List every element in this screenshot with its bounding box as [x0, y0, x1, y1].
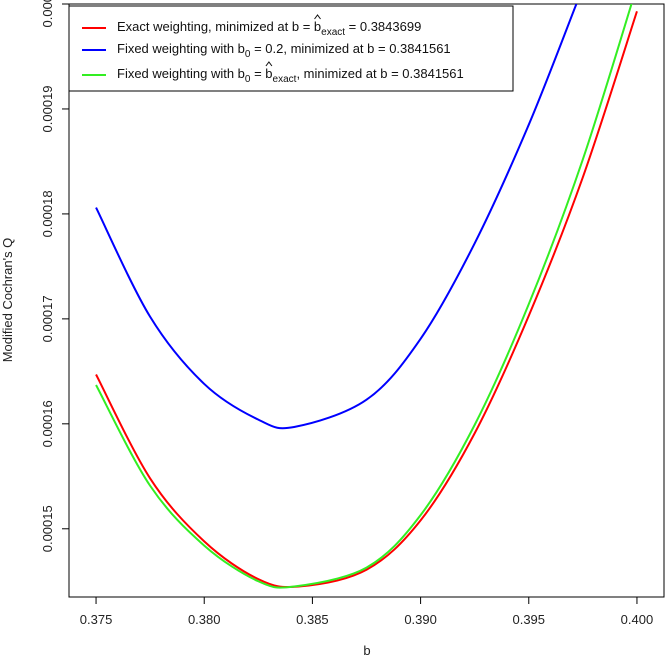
legend-text-part: Fixed weighting with b	[117, 41, 245, 56]
x-axis: 0.375 0.380 0.385 0.390 0.395 0.400	[80, 596, 654, 627]
hat-accent	[314, 14, 321, 20]
y-axis: 0.00015 0.00016 0.00017 0.00018 0.00019 0.000…	[40, 0, 70, 552]
legend-text-part: Exact weighting, minimized at b =	[117, 19, 314, 34]
legend-subscript: exact	[321, 27, 345, 38]
legend-subscript: 0	[245, 74, 251, 85]
y-tick-label: 0.00018	[40, 190, 55, 237]
hat-accent	[265, 61, 273, 67]
series-line-fixed-b0-0.2	[95, 4, 578, 430]
legend-text-part: = 0.2, minimized at b = 0.3841561	[250, 41, 450, 56]
legend-text-part: = 0.3843699	[345, 19, 421, 34]
x-tick-label: 0.380	[188, 612, 221, 627]
x-tick-label: 0.400	[621, 612, 654, 627]
legend-box	[68, 5, 514, 92]
y-tick-label: 0.00015	[40, 505, 55, 552]
x-axis-title: b	[363, 643, 370, 658]
y-axis-title: Modified Cochran's Q	[0, 238, 15, 363]
y-tick-label: 0.00016	[40, 400, 55, 447]
series-layer	[95, 4, 638, 589]
x-tick-label: 0.375	[80, 612, 113, 627]
y-tick-label: 0.00019	[40, 85, 55, 132]
legend-subscript: 0	[245, 49, 251, 60]
legend-entry: Fixed weighting with b0 = 0.2, minimized…	[117, 41, 451, 60]
legend-b-hat: b	[265, 66, 272, 81]
legend-subscript: exact	[273, 74, 297, 85]
y-tick-label: 0.00017	[40, 295, 55, 342]
x-tick-label: 0.385	[296, 612, 329, 627]
legend: Exact weighting, minimized at b = bexact…	[68, 5, 514, 92]
legend-b-hat: b	[314, 19, 321, 34]
y-tick-label: 0.00020	[40, 0, 55, 28]
legend-entry: Fixed weighting with b0 = bexact, minimi…	[117, 66, 464, 85]
legend-entry: Exact weighting, minimized at b = bexact…	[117, 19, 421, 38]
legend-text-part: , minimized at b = 0.3841561	[296, 66, 463, 81]
series-line-exact	[95, 11, 638, 589]
x-tick-label: 0.395	[512, 612, 545, 627]
x-tick-label: 0.390	[404, 612, 437, 627]
series-line-fixed-b0-bexact	[95, 4, 633, 589]
legend-text-part: =	[250, 66, 265, 81]
legend-text-part: Fixed weighting with b	[117, 66, 245, 81]
plot-frame	[68, 3, 665, 598]
